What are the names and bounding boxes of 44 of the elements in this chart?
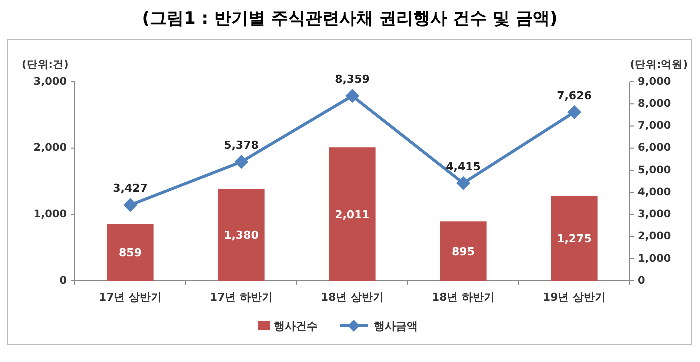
data-label: 859: [119, 246, 142, 260]
x-tick-label: 17년 하반기: [210, 291, 274, 304]
y2-tick-label: 8,000: [638, 98, 672, 110]
legend-label: 행사금액: [374, 320, 418, 333]
bar: [107, 224, 154, 281]
bar: [218, 189, 265, 281]
x-tick-label: 19년 상반기: [542, 291, 606, 304]
x-tick-label: 18년 상반기: [320, 291, 384, 304]
point: [124, 198, 138, 212]
data-label: 5,378: [224, 139, 259, 152]
y-tick-label: 1,000: [34, 208, 67, 221]
legend-label: 행사건수: [274, 320, 318, 333]
y2-tick-label: 4,000: [638, 186, 672, 198]
point: [346, 89, 360, 104]
point: [568, 105, 582, 120]
chart-title: (그림1 : 반기별 주식관련사채 권리행사 건수 및 금액): [142, 9, 558, 29]
y-axis-title: (단위:건): [22, 59, 69, 71]
data-label: 7,626: [557, 89, 592, 102]
data-label: 2,011: [335, 208, 370, 222]
y2-axis-title: (단위:억원): [630, 59, 688, 71]
x-tick-label: 17년 상반기: [98, 291, 162, 304]
bar: [329, 148, 376, 281]
y2-tick-label: 9,000: [638, 76, 672, 88]
bar: [551, 196, 598, 281]
data-label: 1,380: [224, 229, 260, 242]
y-tick-label: 2,000: [34, 142, 67, 154]
y2-tick-label: 3,000: [638, 208, 672, 221]
y2-tick-label: 6,000: [638, 142, 672, 154]
bar: [440, 222, 487, 281]
point: [234, 155, 248, 170]
x-tick-label: 18년 하반기: [432, 291, 496, 304]
data-label: 1,275: [557, 232, 592, 246]
y2-tick-label: 2,000: [638, 230, 672, 243]
point: [456, 176, 470, 190]
data-label: 4,415: [446, 160, 481, 174]
data-label: 3,427: [113, 182, 148, 196]
y2-tick-label: 7,000: [638, 120, 672, 132]
data-label: 8,359: [335, 73, 370, 86]
y2-tick-label: 5,000: [638, 164, 672, 176]
data-label: 895: [452, 245, 475, 258]
y-tick-label: 0: [60, 274, 67, 287]
y-tick-label: 3,000: [34, 76, 67, 88]
y2-tick-label: 0: [638, 274, 646, 287]
y2-tick-label: 1,000: [638, 252, 672, 265]
